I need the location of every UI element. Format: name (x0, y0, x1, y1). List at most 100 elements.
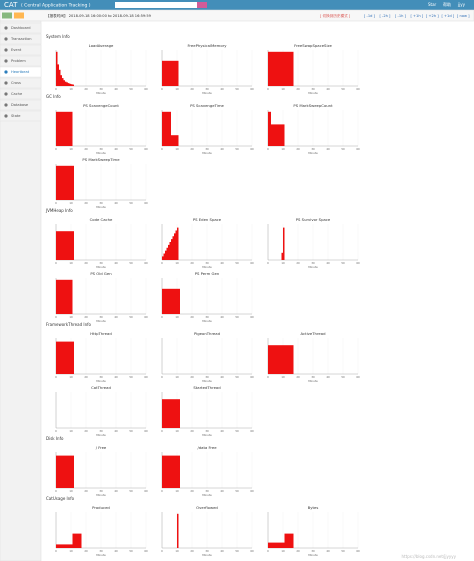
x-tick-label: 0 (55, 429, 57, 433)
x-tick-label: 30 (99, 201, 103, 205)
header-link[interactable]: jjyy (457, 2, 466, 7)
bar (277, 51, 279, 86)
bar (277, 345, 279, 374)
chart-title: LoadAverage (89, 43, 114, 48)
chart-title: / Free (96, 445, 107, 450)
x-tick-label: 60 (144, 489, 148, 493)
sidebar-label[interactable]: Event (11, 48, 22, 52)
bar (166, 288, 168, 314)
time-nav[interactable]: [ +1d ] (442, 14, 455, 18)
x-tick-label: 10 (175, 375, 179, 379)
x-tick-label: 10 (69, 549, 73, 553)
bar (56, 455, 58, 488)
x-tick-label: 60 (356, 87, 360, 91)
bar (166, 111, 168, 146)
time-nav[interactable]: [ -1d ] (364, 14, 376, 18)
x-tick-label: 50 (129, 147, 133, 151)
mode-button[interactable] (2, 12, 12, 19)
sidebar-label[interactable]: Heartbeat (11, 70, 30, 74)
bar (165, 60, 167, 86)
x-tick-label: 20 (84, 201, 88, 205)
bar (169, 60, 171, 86)
bar (286, 533, 288, 548)
x-axis-label: Minute (308, 151, 318, 155)
bar (280, 345, 282, 374)
x-axis-label: Minute (308, 379, 318, 383)
x-tick-label: 10 (69, 429, 73, 433)
bar (59, 231, 61, 260)
x-tick-label: 30 (311, 87, 315, 91)
bar (177, 455, 179, 488)
bar (63, 165, 65, 200)
bar (283, 345, 285, 374)
x-tick-label: 40 (326, 261, 330, 265)
sidebar-item[interactable] (0, 44, 42, 56)
sidebar-label[interactable]: Database (11, 103, 29, 107)
search-button[interactable] (197, 2, 207, 8)
bar (63, 111, 65, 146)
bar (80, 533, 82, 548)
x-tick-label: 20 (190, 429, 194, 433)
mode-link[interactable]: [ 切换到历史模式 ] (320, 13, 351, 18)
bar (275, 345, 277, 374)
bar (59, 279, 61, 314)
time-nav[interactable]: [ -2h ] (380, 14, 392, 18)
bar (63, 279, 65, 314)
mode-button[interactable] (14, 12, 24, 19)
sidebar-item[interactable] (0, 66, 42, 78)
bar (281, 51, 283, 86)
sidebar-label[interactable]: Problem (11, 59, 26, 63)
brand-subtitle: ( Central Application Tracking ) (21, 3, 91, 9)
bar (69, 279, 71, 314)
header-link[interactable]: Star (428, 2, 437, 7)
x-tick-label: 10 (69, 315, 73, 319)
x-tick-label: 50 (341, 147, 345, 151)
chart-title: Bytes (308, 505, 319, 510)
x-tick-label: 20 (296, 261, 300, 265)
x-tick-label: 0 (161, 147, 163, 151)
sidebar-item[interactable] (0, 110, 42, 122)
time-nav[interactable]: [ -1h ] (395, 14, 407, 18)
bar (60, 111, 62, 146)
bar (168, 455, 170, 488)
time-nav[interactable]: [ now ] (457, 14, 470, 18)
bar (65, 279, 67, 314)
x-axis-label: Minute (96, 553, 106, 557)
bar (283, 227, 285, 260)
x-tick-label: 30 (205, 87, 209, 91)
bar (57, 455, 59, 488)
x-tick-label: 40 (220, 375, 224, 379)
bar (59, 455, 61, 488)
bar (281, 542, 283, 548)
x-tick-label: 60 (250, 315, 254, 319)
sidebar-item[interactable] (0, 55, 42, 67)
bar (62, 111, 64, 146)
sidebar-label[interactable]: Transaction (10, 37, 32, 41)
bar (177, 288, 179, 314)
search-box[interactable] (115, 2, 197, 8)
sidebar-label[interactable]: Cache (11, 92, 23, 96)
sidebar-item[interactable] (0, 99, 42, 111)
sidebar-label[interactable]: State (11, 114, 21, 118)
header-link[interactable]: 帮助 (443, 1, 451, 7)
sidebar-item[interactable] (0, 77, 42, 89)
bar (269, 345, 271, 374)
x-tick-label: 40 (114, 375, 118, 379)
bar (289, 51, 291, 86)
bar (68, 455, 70, 488)
bar (71, 341, 73, 374)
time-nav[interactable]: [ +1h ] (411, 14, 424, 18)
chart-title: HttpThread (90, 331, 112, 336)
sidebar-item[interactable] (0, 33, 42, 45)
bar (168, 399, 170, 428)
sidebar-label[interactable]: Dashboard (11, 26, 31, 30)
sidebar-item[interactable] (0, 88, 42, 100)
sidebar-label[interactable]: Cross (11, 81, 21, 85)
bar (62, 231, 64, 260)
x-tick-label: 20 (190, 489, 194, 493)
time-nav[interactable]: [ +2h ] (426, 14, 439, 18)
x-tick-label: 60 (144, 549, 148, 553)
bar (68, 165, 70, 200)
sidebar-item[interactable] (0, 22, 42, 34)
bar (177, 135, 179, 146)
